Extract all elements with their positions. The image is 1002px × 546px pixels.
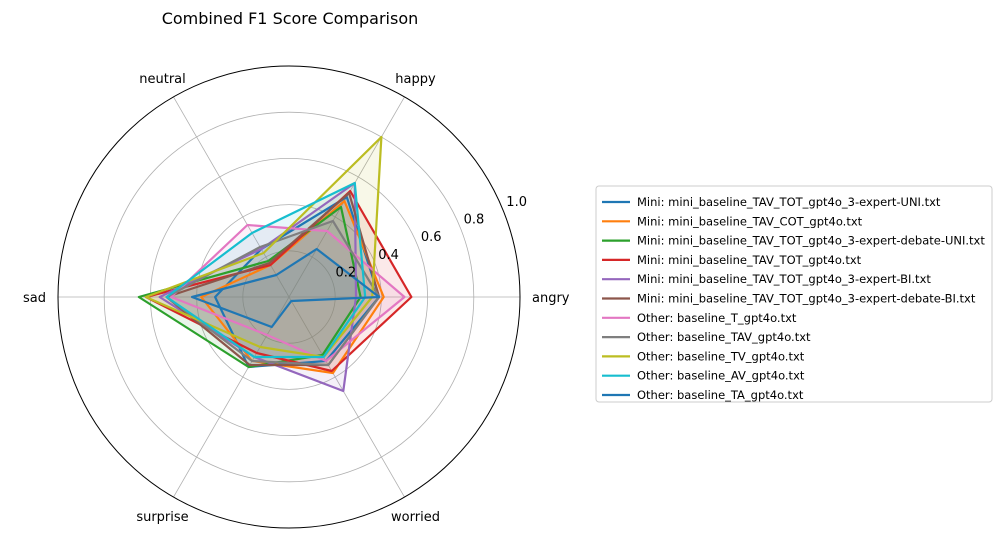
legend-entry-1: Mini: mini_baseline_TAV_TOT_gpt4o_3-expe… bbox=[637, 195, 941, 209]
legend-entry-6: Mini: mini_baseline_TAV_TOT_gpt4o_3-expe… bbox=[637, 292, 976, 306]
legend-entry-7: Other: baseline_T_gpt4o.txt bbox=[637, 311, 797, 325]
legend-entry-4: Mini: mini_baseline_TAV_TOT_gpt4o.txt bbox=[637, 253, 862, 267]
radial-tick-label: 1.0 bbox=[506, 195, 527, 210]
radial-tick-label: 0.2 bbox=[336, 266, 357, 281]
series-line-2 bbox=[200, 199, 385, 375]
radial-tick-label: 0.4 bbox=[378, 248, 399, 263]
category-label-angry: angry bbox=[532, 291, 570, 306]
series-line-10 bbox=[165, 181, 367, 359]
series-fill-3 bbox=[138, 207, 361, 367]
series-fill-11 bbox=[192, 249, 380, 327]
legend-entry-11: Other: baseline_TA_gpt4o.txt bbox=[637, 388, 804, 402]
category-label-worried: worried bbox=[391, 510, 440, 525]
legend-frame bbox=[595, 185, 993, 403]
legend-entry-10: Other: baseline_AV_gpt4o.txt bbox=[637, 369, 805, 383]
radial-tick-label: 0.8 bbox=[464, 213, 485, 228]
category-label-neutral: neutral bbox=[139, 72, 186, 87]
grid-spoke bbox=[173, 296, 290, 498]
series-fill-5 bbox=[159, 183, 356, 391]
chart-title: Combined F1 Score Comparison bbox=[162, 9, 419, 28]
legend-entry-5: Mini: mini_baseline_TAV_TOT_gpt4o_3-expe… bbox=[637, 272, 931, 286]
series-fill-7 bbox=[171, 225, 405, 361]
grid-spoke bbox=[288, 296, 405, 498]
legend-entry-9: Other: baseline_TV_gpt4o.txt bbox=[637, 349, 805, 363]
category-label-happy: happy bbox=[395, 72, 436, 87]
legend-entry-2: Mini: mini_baseline_TAV_COT_gpt4o.txt bbox=[637, 214, 863, 228]
category-label-surprise: surprise bbox=[136, 510, 188, 525]
legend-entry-3: Mini: mini_baseline_TAV_TOT_gpt4o_3-expe… bbox=[637, 234, 985, 248]
radar-grid bbox=[57, 65, 521, 529]
radial-tick-labels: 0.2 0.4 0.6 0.8 1.0 bbox=[336, 195, 527, 281]
category-label-sad: sad bbox=[23, 291, 46, 306]
legend-entry-8: Other: baseline_TAV_gpt4o.txt bbox=[637, 330, 811, 344]
series-line-7 bbox=[170, 223, 406, 363]
radial-tick-label: 0.6 bbox=[421, 230, 442, 245]
series-line-11 bbox=[190, 247, 381, 329]
polar-frame bbox=[57, 65, 521, 529]
series-lines bbox=[137, 135, 413, 393]
series-line-3 bbox=[137, 205, 362, 369]
category-labels: angry happy neutral sad surprise worried bbox=[23, 72, 570, 525]
legend: Mini: mini_baseline_TAV_TOT_gpt4o_3-expe… bbox=[595, 185, 993, 403]
